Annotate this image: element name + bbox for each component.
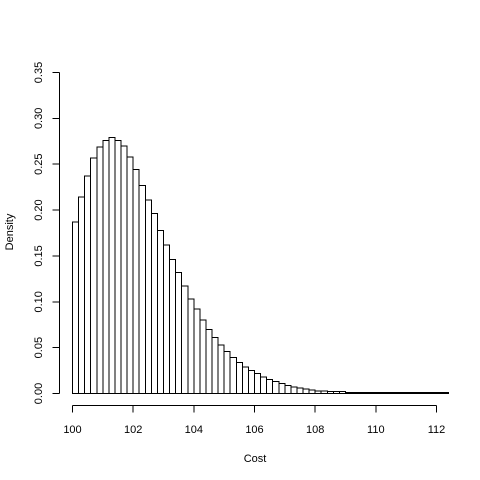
x-tick-label: 102 [124, 424, 142, 436]
y-tick-label: 0.25 [33, 154, 45, 175]
histogram-bar [369, 392, 377, 394]
histogram-bar [338, 391, 346, 395]
y-tick-label: 0.30 [33, 108, 45, 129]
histogram-bar [156, 229, 164, 394]
histogram-bar [138, 184, 146, 394]
histogram-bar [429, 392, 437, 394]
histogram-bar [193, 308, 201, 394]
histogram-bar [260, 376, 268, 394]
histogram-bar [102, 139, 110, 394]
x-axis-title: Cost [244, 453, 267, 465]
histogram-bar [132, 169, 140, 394]
histogram-bar [235, 361, 243, 395]
y-tick-label: 0.20 [33, 199, 45, 220]
histogram-bar [217, 344, 225, 395]
histogram-bar [436, 392, 444, 394]
histogram-bar [187, 298, 195, 394]
x-tick-label: 106 [245, 424, 263, 436]
histogram-bar [247, 370, 255, 395]
y-tick-label: 0.10 [33, 291, 45, 312]
y-tick-label: 0.35 [33, 62, 45, 83]
y-tick-label: 0.15 [33, 245, 45, 266]
x-tick-label: 110 [367, 424, 385, 436]
histogram-bars [72, 137, 450, 395]
histogram-bar [163, 244, 171, 394]
histogram-bar [284, 384, 292, 394]
histogram-bar [381, 392, 389, 394]
histogram-bar [266, 379, 274, 394]
histogram-bar [144, 199, 152, 394]
histogram-bar [363, 392, 371, 394]
histogram-bar [241, 366, 249, 394]
x-axis-ticks: 100 102 104 106 108 110 112 [63, 405, 446, 436]
histogram-bar [411, 392, 419, 394]
histogram-bar [442, 392, 450, 394]
x-tick-label: 104 [185, 424, 203, 436]
histogram-bar [417, 392, 425, 394]
histogram-bar [96, 146, 104, 394]
y-tick-label: 0.05 [33, 337, 45, 358]
histogram-bar [351, 392, 359, 394]
histogram-bar [278, 382, 286, 395]
histogram-bar [205, 328, 213, 394]
histogram-bar [78, 196, 86, 394]
histogram-bar [150, 213, 158, 394]
y-tick-label: 0.00 [33, 383, 45, 404]
histogram-bar [296, 387, 304, 394]
histogram-bar [126, 156, 134, 394]
x-tick-label: 108 [306, 424, 324, 436]
histogram-bar [387, 392, 395, 394]
histogram-bar [84, 175, 92, 394]
histogram-bar [169, 259, 177, 394]
histogram-bar [308, 389, 316, 394]
histogram-bar [211, 337, 219, 394]
histogram-bar [120, 145, 128, 394]
histogram-bar [272, 381, 280, 394]
histogram-bar [345, 392, 353, 394]
y-axis-title: Density [4, 213, 16, 250]
histogram-bar [199, 319, 207, 395]
histogram-bar [326, 391, 334, 395]
histogram-bar [423, 392, 431, 394]
histogram-bar [223, 350, 231, 394]
histogram-bar [332, 391, 340, 395]
histogram-bar [175, 271, 183, 394]
histogram-bar [314, 390, 322, 394]
histogram-bar [405, 392, 413, 394]
histogram-bar [229, 357, 237, 395]
histogram-bar [320, 390, 328, 394]
histogram-bar [114, 139, 122, 394]
histogram-bar [254, 372, 262, 395]
y-axis-ticks: 0.00 0.05 0.10 0.15 0.20 0.25 0.30 0.35 [33, 62, 60, 404]
histogram-bar [90, 157, 98, 394]
histogram-bar [399, 392, 407, 394]
histogram-bar [181, 285, 189, 394]
histogram-bar [357, 392, 365, 394]
histogram-bar [302, 388, 310, 395]
histogram-bar [108, 137, 116, 394]
histogram-bar [375, 392, 383, 394]
x-tick-label: 112 [428, 424, 446, 436]
x-tick-label: 100 [63, 424, 81, 436]
histogram-bar [72, 221, 80, 394]
histogram-bar [393, 392, 401, 394]
histogram-bar [290, 386, 298, 394]
